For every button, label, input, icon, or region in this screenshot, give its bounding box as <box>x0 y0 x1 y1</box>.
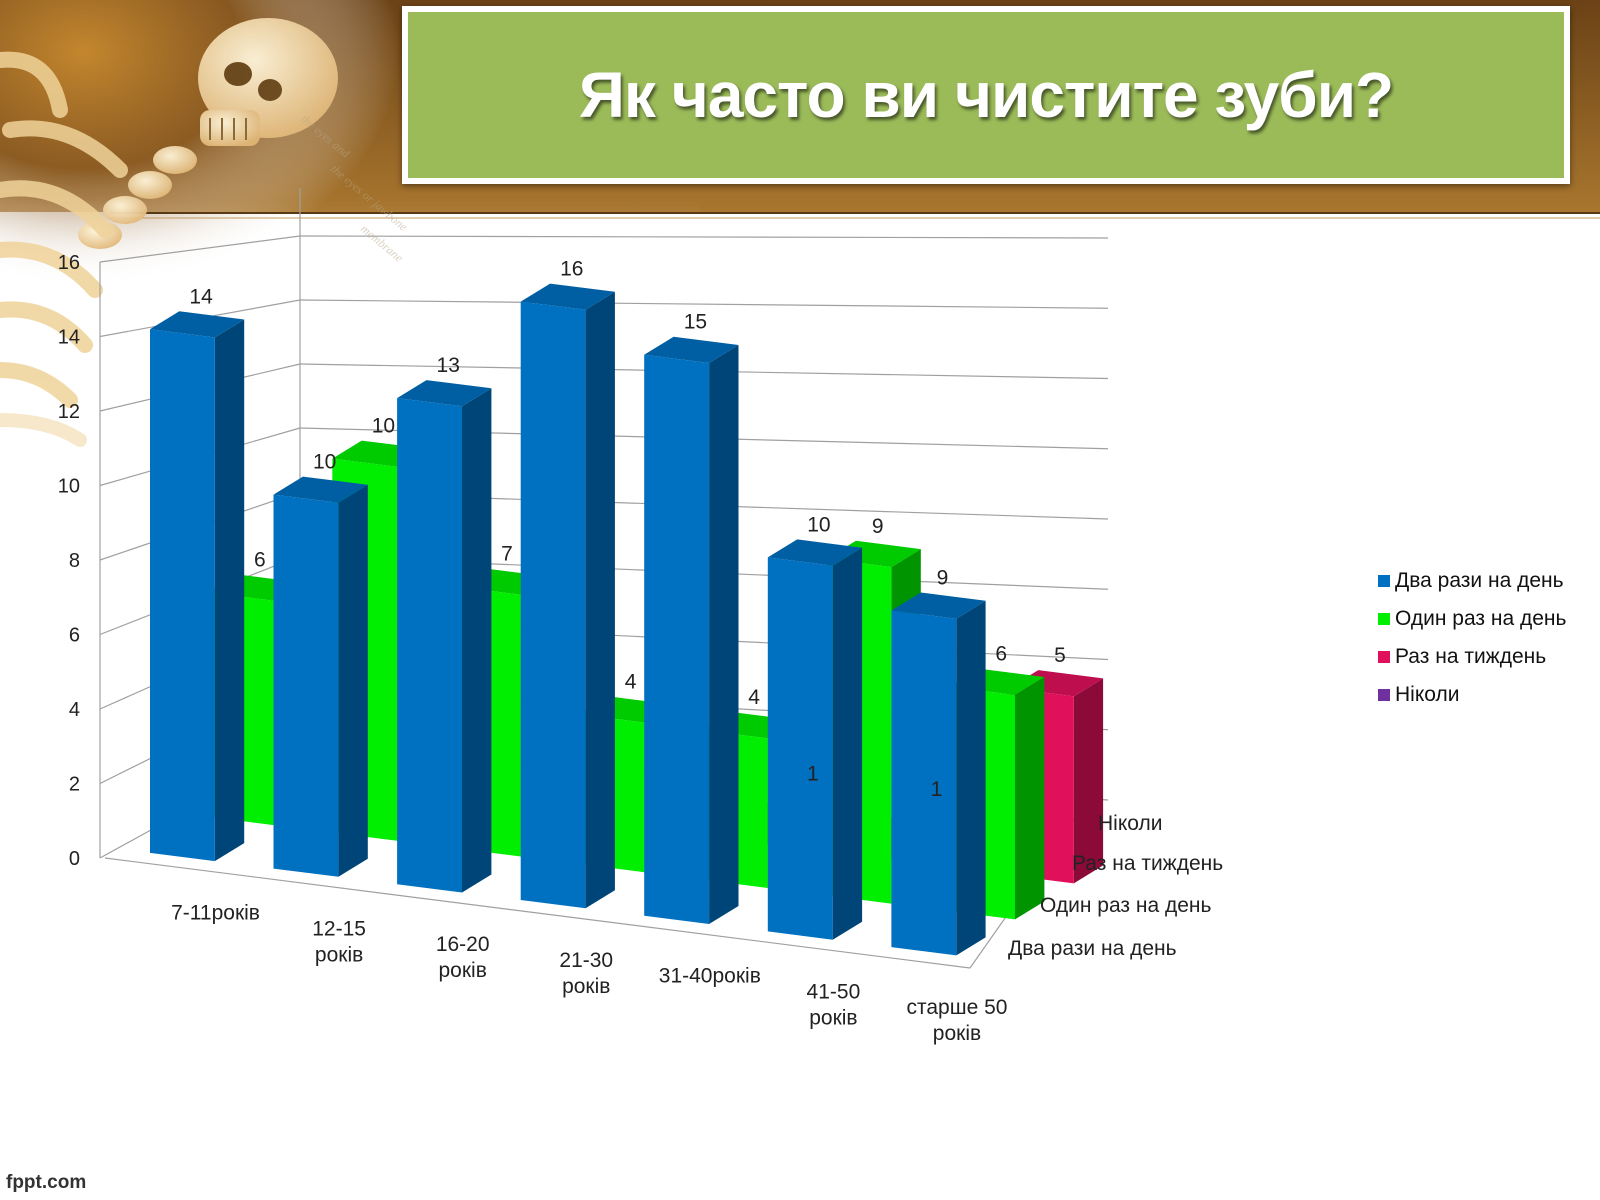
depth-tick-label: Два рази на день <box>1008 937 1177 960</box>
data-label: 6 <box>254 548 266 571</box>
depth-tick-label: Раз на тиждень <box>1072 852 1223 875</box>
legend-item: Ніколи <box>1378 676 1566 714</box>
x-tick-label: років <box>809 1006 857 1029</box>
chart-bars <box>150 283 1104 956</box>
data-label: 10 <box>372 415 395 438</box>
page-title: Як часто ви чистите зуби? <box>578 59 1394 131</box>
y-tick-label: 14 <box>58 327 80 349</box>
bar-top <box>150 311 245 338</box>
data-label: 9 <box>937 567 949 590</box>
depth-tick-label: Ніколи <box>1098 812 1162 835</box>
bar-side <box>956 600 986 956</box>
legend-swatch-blue <box>1378 575 1390 587</box>
data-label: 6 <box>995 643 1007 666</box>
bar-side <box>338 484 368 877</box>
x-tick-label: 12-15 <box>312 917 366 940</box>
bar-top <box>644 336 739 363</box>
data-label: 5 <box>1054 644 1066 667</box>
bar-side <box>709 345 739 924</box>
bar-top <box>891 592 986 619</box>
x-tick-label: 31-40років <box>659 965 761 988</box>
bar-side <box>462 388 492 893</box>
x-tick-label: 7-11років <box>171 902 260 925</box>
x-tick-label: старше 50 <box>906 996 1007 1019</box>
title-banner: Як часто ви чистите зуби? <box>402 6 1570 184</box>
data-label: 15 <box>684 311 707 334</box>
bar <box>520 301 586 909</box>
y-axis-ticks: 0 2 4 6 8 10 12 14 16 <box>58 252 80 870</box>
bar <box>644 354 710 924</box>
legend-item: Один раз на день <box>1378 600 1566 638</box>
gridline-side <box>99 235 301 263</box>
data-label: 10 <box>807 513 830 536</box>
x-tick-label: років <box>562 975 610 998</box>
bar-side <box>214 319 245 862</box>
data-label: 10 <box>313 451 336 474</box>
y-tick-label: 8 <box>69 550 80 572</box>
footer-brand: fppt.com <box>6 1172 87 1193</box>
gridline-back <box>299 235 1109 239</box>
bar <box>150 329 215 862</box>
data-label: 4 <box>625 670 637 693</box>
x-tick-label: 21-30 <box>559 949 613 972</box>
y-tick-label: 16 <box>58 252 80 274</box>
bar-top <box>273 476 368 503</box>
bar-side <box>1015 677 1045 920</box>
depth-tick-label: Один раз на день <box>1040 894 1212 917</box>
data-label: 1 <box>931 778 943 801</box>
bar-top <box>767 539 863 566</box>
y-tick-label: 0 <box>69 848 80 870</box>
legend-item: Два рази на день <box>1378 562 1566 600</box>
bar-side <box>1073 678 1104 884</box>
floor-front-edge <box>104 857 971 969</box>
y-tick-label: 2 <box>69 774 80 796</box>
x-tick-label: 16-20 <box>436 933 490 956</box>
data-label: 7 <box>501 542 513 565</box>
data-label: 9 <box>872 515 884 538</box>
legend-label: Два рази на день <box>1395 569 1564 592</box>
y-tick-label: 12 <box>58 401 80 423</box>
chart-legend: Два рази на день Один раз на день Раз на… <box>1378 562 1566 714</box>
data-label: 4 <box>748 686 760 709</box>
legend-label: Раз на тиждень <box>1395 645 1547 668</box>
legend-swatch-green <box>1378 613 1390 625</box>
bar <box>397 398 462 893</box>
x-tick-label: років <box>439 959 487 982</box>
x-axis-labels: 7-11років 12-15 років 16-20 років 21-30 років 3… <box>171 902 1007 1045</box>
legend-label: Ніколи <box>1395 683 1460 706</box>
legend-swatch-pink <box>1378 651 1390 663</box>
legend-label: Один раз на день <box>1395 607 1567 630</box>
bar <box>891 610 957 956</box>
bar <box>273 494 339 877</box>
y-tick-label: 6 <box>69 625 80 647</box>
bar-side <box>585 291 615 909</box>
gridline-back <box>299 299 1109 309</box>
depth-axis-labels: Ніколи Раз на тиждень Один раз на день Два … <box>1008 812 1223 960</box>
data-label: 14 <box>189 285 213 308</box>
data-label: 1 <box>807 762 819 785</box>
bar-top <box>397 380 492 407</box>
skull-illustration <box>0 18 338 447</box>
x-tick-label: років <box>933 1022 981 1045</box>
x-tick-label: років <box>315 943 363 966</box>
data-label: 16 <box>560 258 583 281</box>
bar <box>767 557 833 940</box>
y-tick-label: 10 <box>58 476 80 498</box>
legend-swatch-purple <box>1378 689 1390 701</box>
data-label: 13 <box>437 354 460 377</box>
bar-side <box>832 547 863 940</box>
bar-top <box>520 283 615 310</box>
y-tick-label: 4 <box>69 699 80 721</box>
x-tick-label: 41-50 <box>807 980 861 1003</box>
legend-item: Раз на тиждень <box>1378 638 1566 676</box>
